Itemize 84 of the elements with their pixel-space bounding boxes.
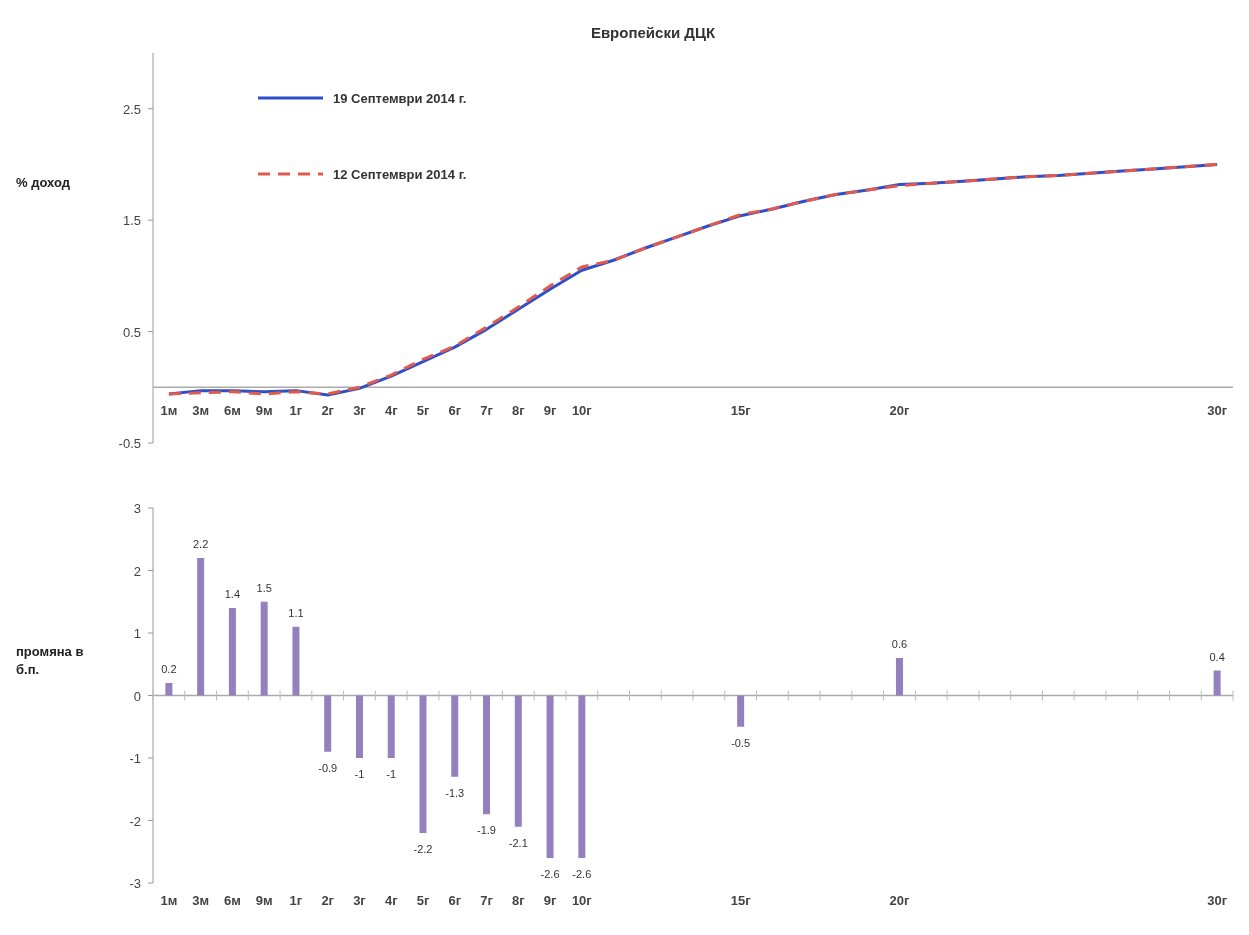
data-label: -2.1 xyxy=(508,836,528,849)
data-label: -0.9 xyxy=(318,761,338,774)
x-tick-label: 9г xyxy=(543,403,557,419)
x-tick-label: 5г xyxy=(416,893,430,908)
x-tick-label: 20г xyxy=(889,403,910,419)
data-label: 1.5 xyxy=(256,581,272,594)
bar xyxy=(260,601,268,696)
x-tick-label: 3г xyxy=(353,893,367,908)
x-tick-label: 10г xyxy=(571,893,593,908)
bar xyxy=(546,695,554,858)
x-tick-label: 30г xyxy=(1207,893,1228,908)
bar xyxy=(197,558,205,696)
x-tick-label: 7г xyxy=(480,893,494,908)
x-tick-label: 1г xyxy=(289,403,303,419)
bar xyxy=(578,695,586,858)
x-tick-label: 30г xyxy=(1207,403,1228,419)
x-tick-label: 6м xyxy=(223,893,241,908)
y-tick-label: 0.5 xyxy=(122,324,141,340)
x-tick-label: 6г xyxy=(448,893,462,908)
chart-title: Европейски ДЦК xyxy=(590,24,716,41)
legend-label: 19 Септември 2014 г. xyxy=(333,91,467,106)
y-tick-label: -3 xyxy=(129,876,141,891)
bar xyxy=(483,695,491,815)
data-label: -1 xyxy=(354,768,365,780)
y-tick-label: -2 xyxy=(129,813,141,829)
x-tick-label: 3г xyxy=(353,403,367,419)
data-label: 0.6 xyxy=(891,638,908,650)
x-tick-label: 2г xyxy=(321,893,335,908)
x-tick-label: 8г xyxy=(511,893,526,908)
x-tick-label: 1м xyxy=(160,893,178,908)
bar xyxy=(737,695,745,727)
y-tick-label: 3 xyxy=(133,501,141,516)
bar xyxy=(1213,670,1221,696)
y-axis-title: промяна в б.п. xyxy=(16,643,84,677)
y-axis-title: % доход xyxy=(16,174,71,190)
data-label: 1.4 xyxy=(224,588,241,600)
x-tick-label: 4г xyxy=(384,403,399,419)
data-label: -2.2 xyxy=(413,843,433,855)
data-label: 0.2 xyxy=(161,663,177,675)
data-label: -1 xyxy=(386,768,397,780)
x-tick-label: 9м xyxy=(255,403,273,419)
bar xyxy=(387,695,395,758)
bar xyxy=(355,695,363,758)
x-tick-label: 8г xyxy=(511,403,526,419)
x-tick-label: 1м xyxy=(160,403,178,419)
x-tick-label: 2г xyxy=(321,403,335,419)
bar xyxy=(228,608,236,696)
x-tick-label: 3м xyxy=(192,893,210,908)
x-tick-label: 15г xyxy=(730,403,752,419)
bar xyxy=(324,695,332,752)
x-tick-label: 7г xyxy=(480,403,494,419)
y-tick-label: 1.5 xyxy=(122,213,141,229)
x-tick-label: 9м xyxy=(255,893,273,908)
legend-label: 12 Септември 2014 г. xyxy=(333,167,467,182)
y-tick-label: -1 xyxy=(129,751,141,766)
data-label: 0.4 xyxy=(1209,650,1225,663)
x-tick-label: 6м xyxy=(223,403,241,419)
bar xyxy=(419,695,427,833)
bar xyxy=(895,658,903,696)
x-tick-label: 10г xyxy=(571,403,593,419)
bar xyxy=(451,695,459,777)
x-tick-label: 6г xyxy=(448,403,462,419)
data-label: -1.3 xyxy=(445,786,465,799)
x-tick-label: 9г xyxy=(543,893,557,908)
data-label: -2.6 xyxy=(572,868,592,880)
bar xyxy=(514,695,522,827)
data-label: 1.1 xyxy=(288,606,304,619)
x-tick-label: 1г xyxy=(289,893,303,908)
x-tick-label: 20г xyxy=(889,893,910,908)
x-tick-label: 5г xyxy=(416,403,430,419)
data-label: -0.5 xyxy=(731,736,751,749)
x-tick-label: 15г xyxy=(730,893,752,908)
y-tick-label: 2 xyxy=(133,563,141,579)
bar xyxy=(165,683,173,696)
x-tick-label: 4г xyxy=(384,893,399,908)
x-tick-label: 3м xyxy=(192,403,210,419)
data-label: -1.9 xyxy=(477,824,497,837)
data-label: 2.2 xyxy=(193,538,209,550)
y-tick-label: -0.5 xyxy=(118,436,141,451)
data-label: -2.6 xyxy=(540,868,560,880)
bar xyxy=(292,626,300,696)
y-tick-label: 1 xyxy=(133,626,141,641)
y-tick-label: 2.5 xyxy=(122,101,141,117)
y-tick-label: 0 xyxy=(133,688,141,704)
